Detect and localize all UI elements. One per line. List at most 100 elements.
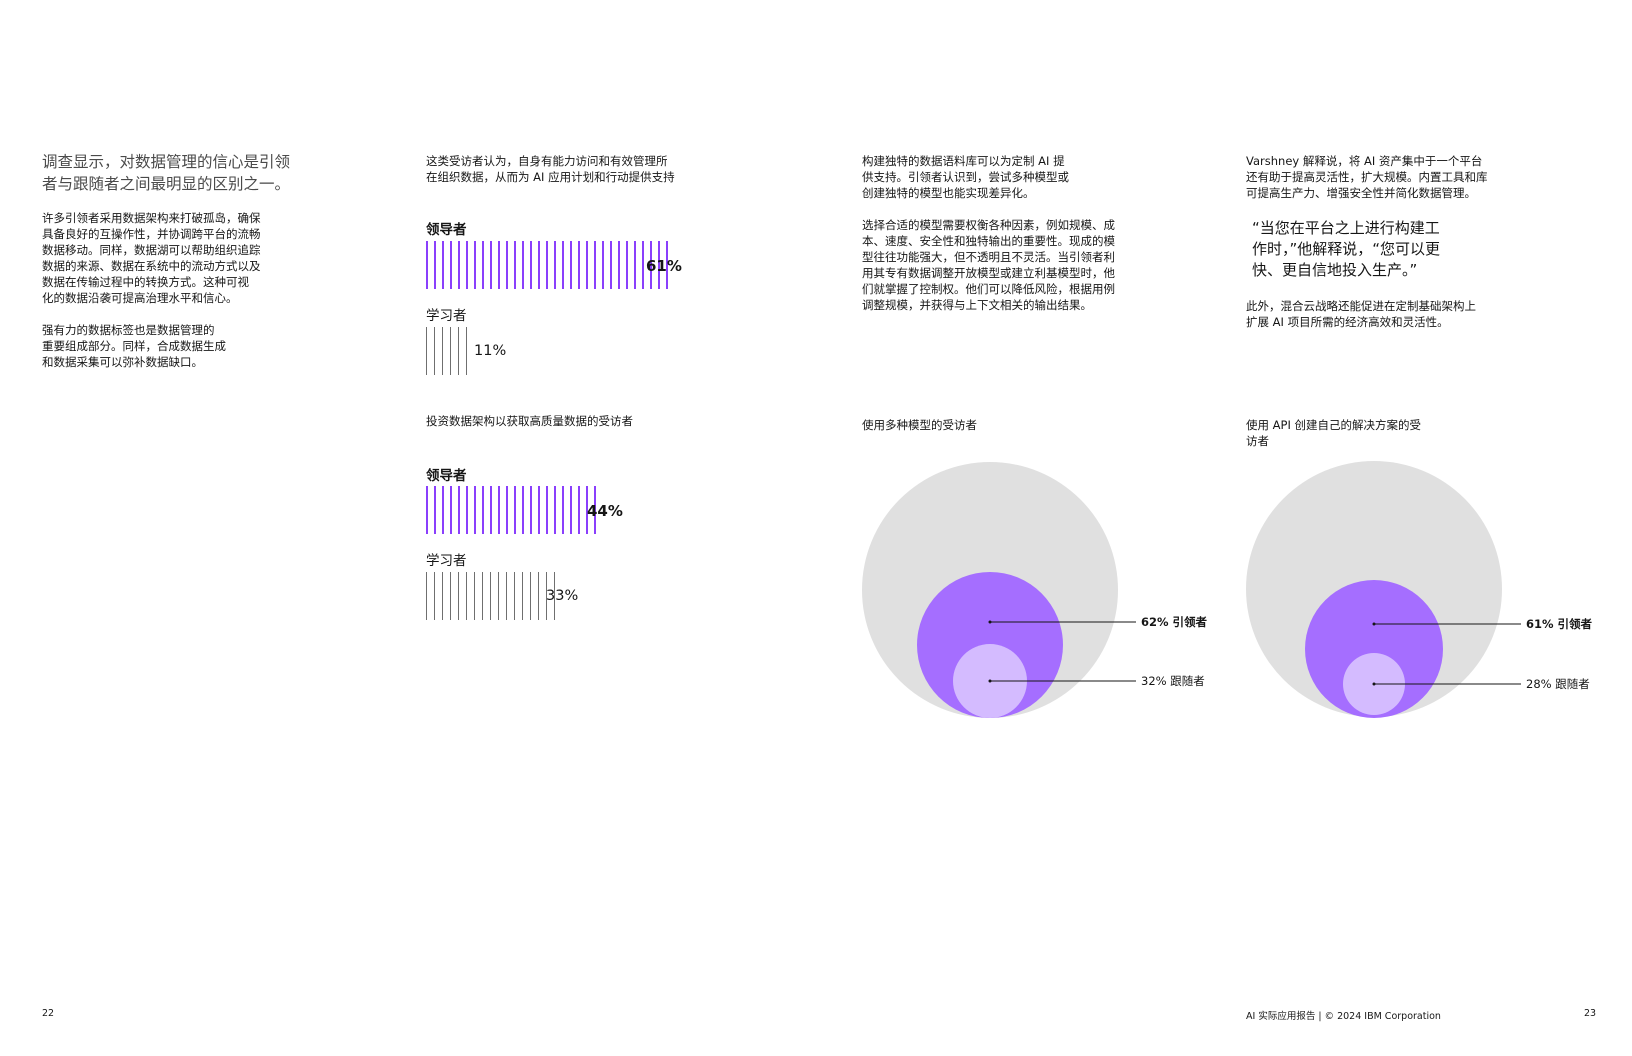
bar-stripe bbox=[594, 486, 596, 534]
bar-stripe bbox=[514, 241, 516, 289]
bar-stripe bbox=[482, 486, 484, 534]
bar-stripe bbox=[450, 486, 452, 534]
learner-label: 学习者 bbox=[426, 553, 467, 569]
pull-quote: “当您在平台之上进行构建工 作时，”他解释说，“您可以更 快、更自信地投入生产。… bbox=[1252, 219, 1441, 279]
bar-stripe bbox=[426, 327, 427, 375]
body-paragraph: 许多引领者采用数据架构来打破孤岛，确保 具备良好的互操作性，并协调跨平台的流畅 … bbox=[42, 211, 261, 305]
bar-stripe bbox=[594, 241, 596, 289]
bar-stripe bbox=[490, 572, 491, 620]
bar-stripe bbox=[554, 572, 555, 620]
bar-stripe bbox=[554, 486, 556, 534]
bar-stripe bbox=[546, 241, 548, 289]
bar-stripe bbox=[506, 572, 507, 620]
body-paragraph: 选择合适的模型需要权衡各种因素，例如规模、成 本、速度、安全性和独特输出的重要性… bbox=[862, 218, 1115, 312]
bar-stripe bbox=[490, 486, 492, 534]
bar-stripe bbox=[562, 486, 564, 534]
follower-value-label: 32% 跟随者 bbox=[1141, 674, 1205, 688]
leader-value-label: 62% 引领者 bbox=[1141, 615, 1208, 629]
bar-stripe bbox=[562, 241, 564, 289]
leader-dot bbox=[988, 620, 992, 624]
bar-stripe bbox=[618, 241, 620, 289]
bar-stripe bbox=[458, 572, 459, 620]
bar-stripe bbox=[538, 486, 540, 534]
chart-intro-text: 这类受访者认为，自身有能力访问和有效管理所 在组织数据，从而为 AI 应用计划和… bbox=[426, 154, 675, 184]
leader-bar bbox=[426, 486, 602, 534]
learner-value: 11% bbox=[474, 343, 507, 359]
bar-stripe bbox=[546, 572, 547, 620]
bar-stripe bbox=[554, 241, 556, 289]
bar-stripe bbox=[586, 486, 588, 534]
bar-stripe bbox=[474, 241, 476, 289]
bar-stripe bbox=[506, 486, 508, 534]
bar-stripe bbox=[538, 572, 539, 620]
bar-stripe bbox=[458, 486, 460, 534]
leader-label: 领导者 bbox=[426, 222, 467, 238]
bar-stripe bbox=[578, 486, 580, 534]
bar-stripe bbox=[442, 486, 444, 534]
bar-stripe bbox=[426, 572, 427, 620]
bar-stripe bbox=[498, 486, 500, 534]
bar-stripe bbox=[482, 241, 484, 289]
page-number-left: 22 bbox=[42, 1008, 55, 1019]
learner-value: 33% bbox=[546, 588, 579, 604]
bar-stripe bbox=[426, 486, 428, 534]
bar-stripe bbox=[570, 241, 572, 289]
bar-stripe bbox=[578, 241, 580, 289]
bar-stripe bbox=[450, 241, 452, 289]
bar-stripe bbox=[506, 241, 508, 289]
chart-title: 使用多种模型的受访者 bbox=[862, 418, 977, 432]
bar-stripe bbox=[538, 241, 540, 289]
bubble-chart-models: 62% 引领者 32% 跟随者 bbox=[862, 462, 1208, 718]
leader-value: 44% bbox=[587, 502, 623, 520]
bar-stripe bbox=[442, 327, 443, 375]
bar-stripe bbox=[434, 241, 436, 289]
bar-stripe bbox=[466, 241, 468, 289]
bar-stripe bbox=[426, 241, 428, 289]
bar-stripe bbox=[522, 486, 524, 534]
body-paragraph: 构建独特的数据语料库可以为定制 AI 提 供支持。引领者认识到，尝试多种模型或 … bbox=[862, 154, 1069, 200]
follower-dot bbox=[1372, 682, 1376, 686]
bar-stripe bbox=[530, 486, 532, 534]
leader-value-label: 61% 引领者 bbox=[1526, 617, 1593, 631]
bar-stripe bbox=[522, 241, 524, 289]
bar-stripe bbox=[642, 241, 644, 289]
bar-stripe bbox=[434, 572, 435, 620]
bar-stripe bbox=[570, 486, 572, 534]
bar-stripe bbox=[514, 572, 515, 620]
leader-value: 61% bbox=[646, 257, 682, 275]
bar-stripe bbox=[610, 241, 612, 289]
bar-stripe bbox=[634, 241, 636, 289]
bubble-chart-api: 61% 引领者 28% 跟随者 bbox=[1246, 461, 1593, 718]
bar-stripe bbox=[530, 572, 531, 620]
page-number-right: 23 bbox=[1584, 1008, 1597, 1019]
bar-stripe bbox=[658, 241, 660, 289]
bar-stripe bbox=[514, 486, 516, 534]
bar-stripe bbox=[474, 572, 475, 620]
bar-stripe bbox=[442, 572, 443, 620]
leader-label: 领导者 bbox=[426, 468, 467, 484]
bar-stripe bbox=[458, 327, 459, 375]
footer-credit: AI 实际应用报告 | © 2024 IBM Corporation bbox=[1246, 1011, 1441, 1022]
bar-stripe bbox=[530, 241, 532, 289]
bar-stripe bbox=[650, 241, 652, 289]
bar-stripe bbox=[522, 572, 523, 620]
bar-stripe bbox=[458, 241, 460, 289]
body-paragraph: 此外，混合云战略还能促进在定制基础架构上 扩展 AI 项目所需的经济高效和灵活性… bbox=[1246, 299, 1476, 329]
bar-stripe bbox=[490, 241, 492, 289]
follower-value-label: 28% 跟随者 bbox=[1526, 677, 1590, 691]
bar-stripe bbox=[466, 327, 467, 375]
leader-dot bbox=[1372, 622, 1376, 626]
bar-stripe bbox=[434, 327, 435, 375]
bar-stripe bbox=[626, 241, 628, 289]
body-paragraph: 强有力的数据标签也是数据管理的 重要组成部分。同样，合成数据生成 和数据采集可以… bbox=[42, 323, 226, 369]
bar-stripe bbox=[450, 327, 451, 375]
bar-stripe bbox=[586, 241, 588, 289]
follower-dot bbox=[988, 679, 992, 683]
chart-title: 使用 API 创建自己的解决方案的受 访者 bbox=[1246, 418, 1422, 448]
learner-bar bbox=[426, 572, 562, 620]
body-paragraph: Varshney 解释说，将 AI 资产集中于一个平台 还有助于提高灵活性，扩大… bbox=[1246, 154, 1488, 200]
bar-stripe bbox=[498, 572, 499, 620]
intro-headline: 调查显示，对数据管理的信心是引领 者与跟随者之间最明显的区别之一。 bbox=[42, 153, 291, 193]
bar-stripe bbox=[602, 241, 604, 289]
chart-title: 投资数据架构以获取高质量数据的受访者 bbox=[426, 414, 633, 428]
